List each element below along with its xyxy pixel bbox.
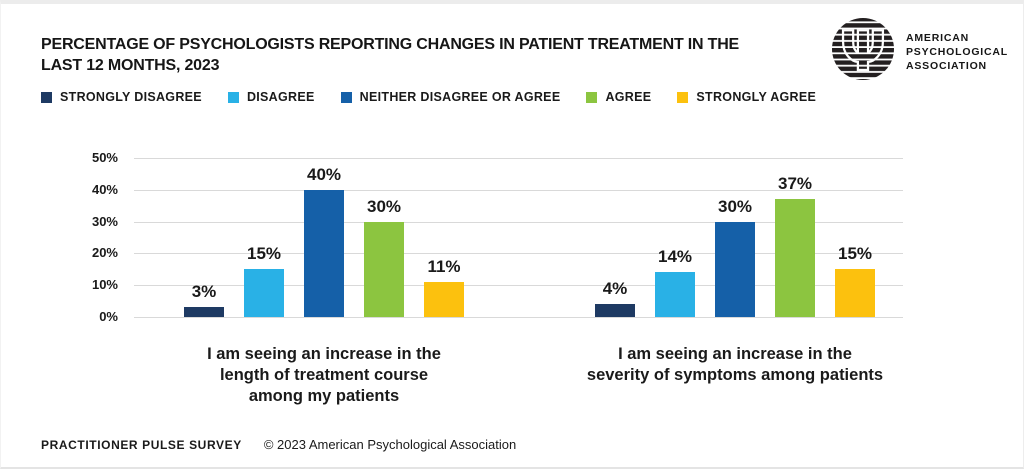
legend-item-neither-disagree-or-agree: NEITHER DISAGREE OR AGREE (340, 90, 561, 104)
svg-text:Ψ: Ψ (840, 20, 886, 81)
gridline (134, 253, 903, 255)
category-label-line: severity of symptoms among patients (586, 366, 884, 384)
bar-disagree: 15% (244, 244, 284, 317)
bar-group: 3% 15% 40% 30% 11% (184, 158, 464, 317)
legend-item-strongly-agree: STRONGLY AGREE (677, 90, 816, 104)
bar-value-label: 30% (717, 196, 753, 216)
gridline (134, 221, 903, 223)
footer: PRACTITIONER PULSE SURVEY © 2023 America… (41, 437, 516, 452)
bar-neither-disagree-or-agree: 30% (715, 197, 755, 317)
gridline (134, 189, 903, 191)
legend-item-agree: AGREE (586, 90, 651, 104)
bar-value-label: 15% (246, 244, 282, 264)
category-label-line: among my patients (248, 387, 400, 405)
legend-item-disagree: DISAGREE (227, 90, 315, 104)
gridline (134, 317, 903, 318)
y-axis-tick-label: 30% (91, 213, 118, 229)
y-axis-labels: 50% 40% 30% 20% 10% 0% (41, 150, 118, 324)
apa-logo-line-2: PSYCHOLOGICAL (906, 45, 1008, 58)
bar-value-label: 37% (777, 174, 813, 194)
legend-label: DISAGREE (246, 90, 315, 104)
legend-label: AGREE (605, 90, 652, 104)
bar-value-label: 4% (602, 279, 628, 299)
apa-logo-line-1: AMERICAN (906, 31, 969, 44)
bar-strongly-agree: 11% (424, 257, 464, 317)
legend-swatch-icon (41, 91, 52, 103)
apa-logo: Ψ AMERICAN PSYCHOLOGICAL ASSOCIATION (831, 17, 1008, 86)
bar-strongly-agree: 15% (835, 244, 875, 317)
bar-strongly-disagree: 3% (184, 282, 224, 317)
bar-agree: 37% (775, 174, 815, 317)
copyright-text: © 2023 American Psychological Associatio… (263, 437, 517, 452)
page-title: PERCENTAGE OF PSYCHOLOGISTS REPORTING CH… (41, 34, 801, 76)
category-label-symptom-severity: I am seeing an increase in the severity … (565, 344, 905, 386)
page-title-line-1: PERCENTAGE OF PSYCHOLOGISTS REPORTING CH… (41, 36, 740, 53)
gridline (134, 158, 903, 159)
category-label-line: I am seeing an increase in the (207, 345, 441, 363)
bar-strongly-disagree: 4% (595, 279, 635, 317)
y-axis-tick-label: 20% (91, 245, 118, 261)
legend-label: NEITHER DISAGREE OR AGREE (359, 90, 561, 104)
category-label-line: length of treatment course (219, 366, 429, 384)
apa-logo-wordmark: AMERICAN PSYCHOLOGICAL ASSOCIATION (906, 31, 1008, 73)
legend-label: STRONGLY DISAGREE (60, 90, 202, 104)
legend-swatch-icon (227, 91, 239, 103)
bar-value-label: 14% (657, 247, 693, 267)
y-axis-tick-label: 0% (99, 309, 118, 324)
category-label-line: I am seeing an increase in the (618, 345, 852, 363)
chart-legend: STRONGLY DISAGREE DISAGREE NEITHER DISAGRE… (41, 90, 816, 104)
legend-item-strongly-disagree: STRONGLY DISAGREE (41, 90, 202, 104)
bar-value-label: 3% (191, 282, 217, 302)
legend-swatch-icon (586, 91, 598, 103)
bar-value-label: 15% (837, 244, 873, 264)
survey-name-label: PRACTITIONER PULSE SURVEY (41, 438, 242, 452)
bar-value-label: 40% (306, 164, 342, 184)
apa-logo-line-3: ASSOCIATION (906, 59, 987, 72)
bar-neither-disagree-or-agree: 40% (304, 165, 344, 317)
legend-label: STRONGLY AGREE (696, 90, 817, 104)
legend-swatch-icon (677, 91, 689, 103)
bar-agree: 30% (364, 197, 404, 317)
legend-swatch-icon (340, 91, 352, 103)
plot-area: 3% 15% 40% 30% 11% 4% 14% 30% 37% 15% I am seein… (134, 158, 903, 405)
bar-value-label: 30% (366, 196, 402, 216)
gridline (134, 285, 903, 287)
category-label-treatment-length: I am seeing an increase in the length of… (154, 344, 494, 407)
y-axis-tick-label: 10% (91, 277, 118, 293)
bar-disagree: 14% (655, 247, 695, 317)
page-title-line-2: LAST 12 MONTHS, 2023 (41, 57, 220, 74)
bar-value-label: 11% (427, 257, 461, 277)
y-axis-tick-label: 50% (91, 150, 118, 165)
y-axis-tick-label: 40% (91, 181, 118, 197)
bar-group: 4% 14% 30% 37% 15% (595, 158, 875, 317)
apa-psi-circle-icon: Ψ (831, 17, 895, 86)
